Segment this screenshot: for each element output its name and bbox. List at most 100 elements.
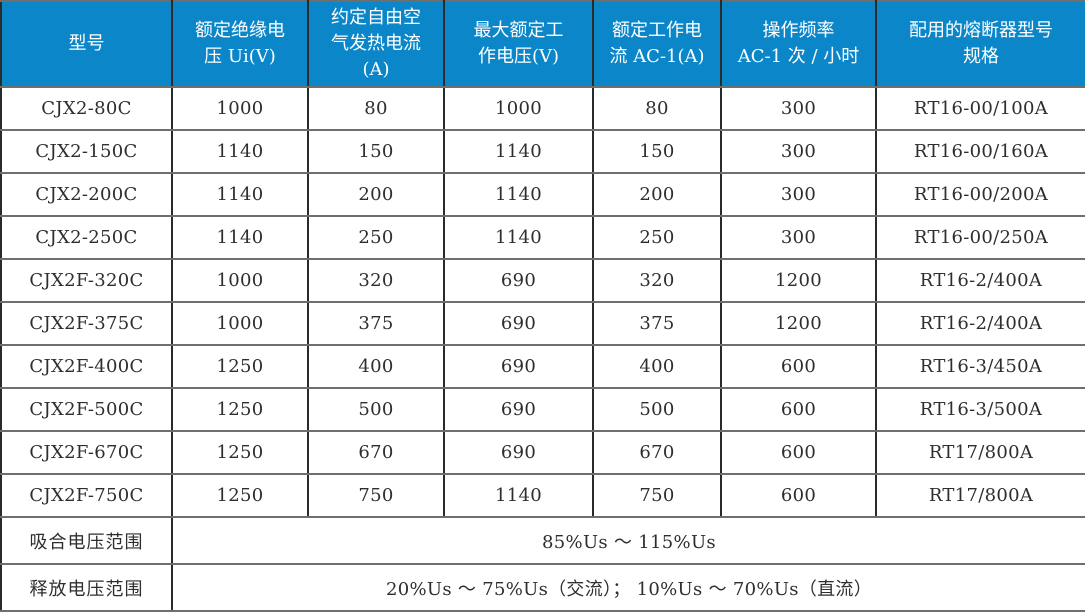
table-row: CJX2-150C 1140 150 1140 150 300 RT16-00/160A	[0, 129, 1085, 174]
table-cell: 300	[720, 86, 877, 131]
footer-row: 吸合电压范围 85%Us ～ 115%Us	[0, 516, 1085, 565]
cell-model: CJX2-80C	[0, 86, 173, 131]
table-cell: 1140	[171, 172, 309, 217]
table-row: CJX2-250C 1140 250 1140 250 300 RT16-00/250A	[0, 215, 1085, 260]
cell-model: CJX2F-750C	[0, 473, 173, 518]
table-cell: 250	[307, 215, 445, 260]
column-header-line: 配用的熔断器型号	[909, 19, 1053, 41]
table-cell: 1250	[171, 473, 309, 518]
footer-row-value: 85%Us ～ 115%Us	[171, 516, 1085, 565]
table-cell: 320	[592, 258, 722, 303]
table-cell: RT16-3/450A	[875, 344, 1085, 389]
table-row: CJX2-80C 1000 80 1000 80 300 RT16-00/100A	[0, 86, 1085, 131]
column-header-line: 作电压(V)	[477, 46, 560, 67]
table-row: CJX2-200C 1140 200 1140 200 300 RT16-00/200A	[0, 172, 1085, 217]
table-cell: RT16-2/400A	[875, 301, 1085, 346]
cell-model: CJX2F-400C	[0, 344, 173, 389]
table-cell: RT16-00/100A	[875, 86, 1085, 131]
table-cell: RT16-3/500A	[875, 387, 1085, 432]
table-cell: 690	[443, 258, 594, 303]
cell-model: CJX2F-670C	[0, 430, 173, 475]
cell-model: CJX2-150C	[0, 129, 173, 174]
footer-row-value: 20%Us ～ 75%Us（交流）； 10%Us ～ 70%Us（直流）	[171, 563, 1085, 612]
column-header-line: 操作频率	[762, 19, 835, 41]
table-cell: 80	[307, 86, 445, 131]
table-cell: 1140	[171, 129, 309, 174]
table-cell: RT17/800A	[875, 473, 1085, 518]
table-cell: 500	[592, 387, 722, 432]
table-cell: 400	[592, 344, 722, 389]
footer-row-label: 释放电压范围	[0, 563, 173, 612]
table-cell: 600	[720, 387, 877, 432]
table-cell: 400	[307, 344, 445, 389]
header-row: 型号 额定绝缘电压 Ui(V) 约定自由空 气发热电流 (A) 最大额定工 作电压(V) 额定…	[0, 0, 1085, 88]
table-cell: 300	[720, 129, 877, 174]
table-cell: 1000	[443, 86, 594, 131]
column-header-line: 气发热电流	[331, 32, 421, 54]
table-cell: 600	[720, 344, 877, 389]
table-cell: 690	[443, 430, 594, 475]
table-row: CJX2F-400C 1250 400 690 400 600 RT16-3/450A	[0, 344, 1085, 389]
column-header-6: 操作频率 AC-1 次 / 小时	[720, 0, 877, 88]
table-cell: RT16-00/250A	[875, 215, 1085, 260]
footer-row: 释放电压范围 20%Us ～ 75%Us（交流）； 10%Us ～ 70%Us（直…	[0, 563, 1085, 612]
table-cell: 1000	[171, 301, 309, 346]
table-cell: 1000	[171, 258, 309, 303]
cell-model: CJX2-250C	[0, 215, 173, 260]
table-cell: 1140	[171, 215, 309, 260]
cell-model: CJX2F-375C	[0, 301, 173, 346]
table-header: 型号 额定绝缘电压 Ui(V) 约定自由空 气发热电流 (A) 最大额定工 作电压(V) 额定…	[0, 0, 1085, 88]
table-cell: 1140	[443, 129, 594, 174]
column-header-line: 额定绝缘电	[195, 19, 285, 41]
table-cell: 320	[307, 258, 445, 303]
footer-row-label: 吸合电压范围	[0, 516, 173, 565]
cell-model: CJX2F-500C	[0, 387, 173, 432]
table-cell: 600	[720, 430, 877, 475]
table-cell: 1250	[171, 430, 309, 475]
table-cell: 250	[592, 215, 722, 260]
table-cell: 150	[307, 129, 445, 174]
cell-model: CJX2-200C	[0, 172, 173, 217]
cell-model: CJX2F-320C	[0, 258, 173, 303]
table-cell: 670	[307, 430, 445, 475]
table-cell: 690	[443, 387, 594, 432]
table-cell: 200	[307, 172, 445, 217]
column-header-5: 额定工作电流 AC-1(A)	[592, 0, 722, 88]
table-cell: 500	[307, 387, 445, 432]
table-cell: 150	[592, 129, 722, 174]
table-row: CJX2F-320C 1000 320 690 320 1200 RT16-2/400A	[0, 258, 1085, 303]
table-row: CJX2F-500C 1250 500 690 500 600 RT16-3/500A	[0, 387, 1085, 432]
column-header-line: 压 Ui(V)	[204, 46, 276, 67]
column-header-1: 型号	[0, 0, 173, 88]
table-cell: RT17/800A	[875, 430, 1085, 475]
table-cell: 1140	[443, 473, 594, 518]
table-cell: 200	[592, 172, 722, 217]
column-header-line: 规格	[963, 46, 999, 67]
table-cell: 600	[720, 473, 877, 518]
table-cell: 1000	[171, 86, 309, 131]
table-cell: RT16-00/160A	[875, 129, 1085, 174]
column-header-2: 额定绝缘电压 Ui(V)	[171, 0, 309, 88]
table-body: CJX2-80C 1000 80 1000 80 300 RT16-00/100A CJX2-…	[0, 86, 1085, 518]
table-cell: 375	[592, 301, 722, 346]
column-header-line: 约定自由空	[331, 6, 421, 28]
table-row: CJX2F-750C 1250 750 1140 750 600 RT17/800A	[0, 473, 1085, 518]
table-cell: 1200	[720, 301, 877, 346]
table-cell: RT16-00/200A	[875, 172, 1085, 217]
table-cell: RT16-2/400A	[875, 258, 1085, 303]
column-header-line: (A)	[362, 59, 390, 81]
column-header-4: 最大额定工作电压(V)	[443, 0, 594, 88]
column-header-line: 额定工作电	[612, 19, 702, 41]
table-cell: 670	[592, 430, 722, 475]
column-header-line: 流 AC-1(A)	[609, 46, 705, 67]
column-header-line: AC-1 次 / 小时	[737, 46, 860, 67]
column-header-line: 最大额定工	[473, 19, 564, 41]
table-cell: 750	[592, 473, 722, 518]
table-cell: 690	[443, 301, 594, 346]
table-cell: 1250	[171, 387, 309, 432]
table-cell: 1250	[171, 344, 309, 389]
table-footer: 吸合电压范围 85%Us ～ 115%Us 释放电压范围 20%Us ～ 75%Us（…	[0, 516, 1085, 612]
table-cell: 300	[720, 172, 877, 217]
table-row: CJX2F-670C 1250 670 690 670 600 RT17/800A	[0, 430, 1085, 475]
